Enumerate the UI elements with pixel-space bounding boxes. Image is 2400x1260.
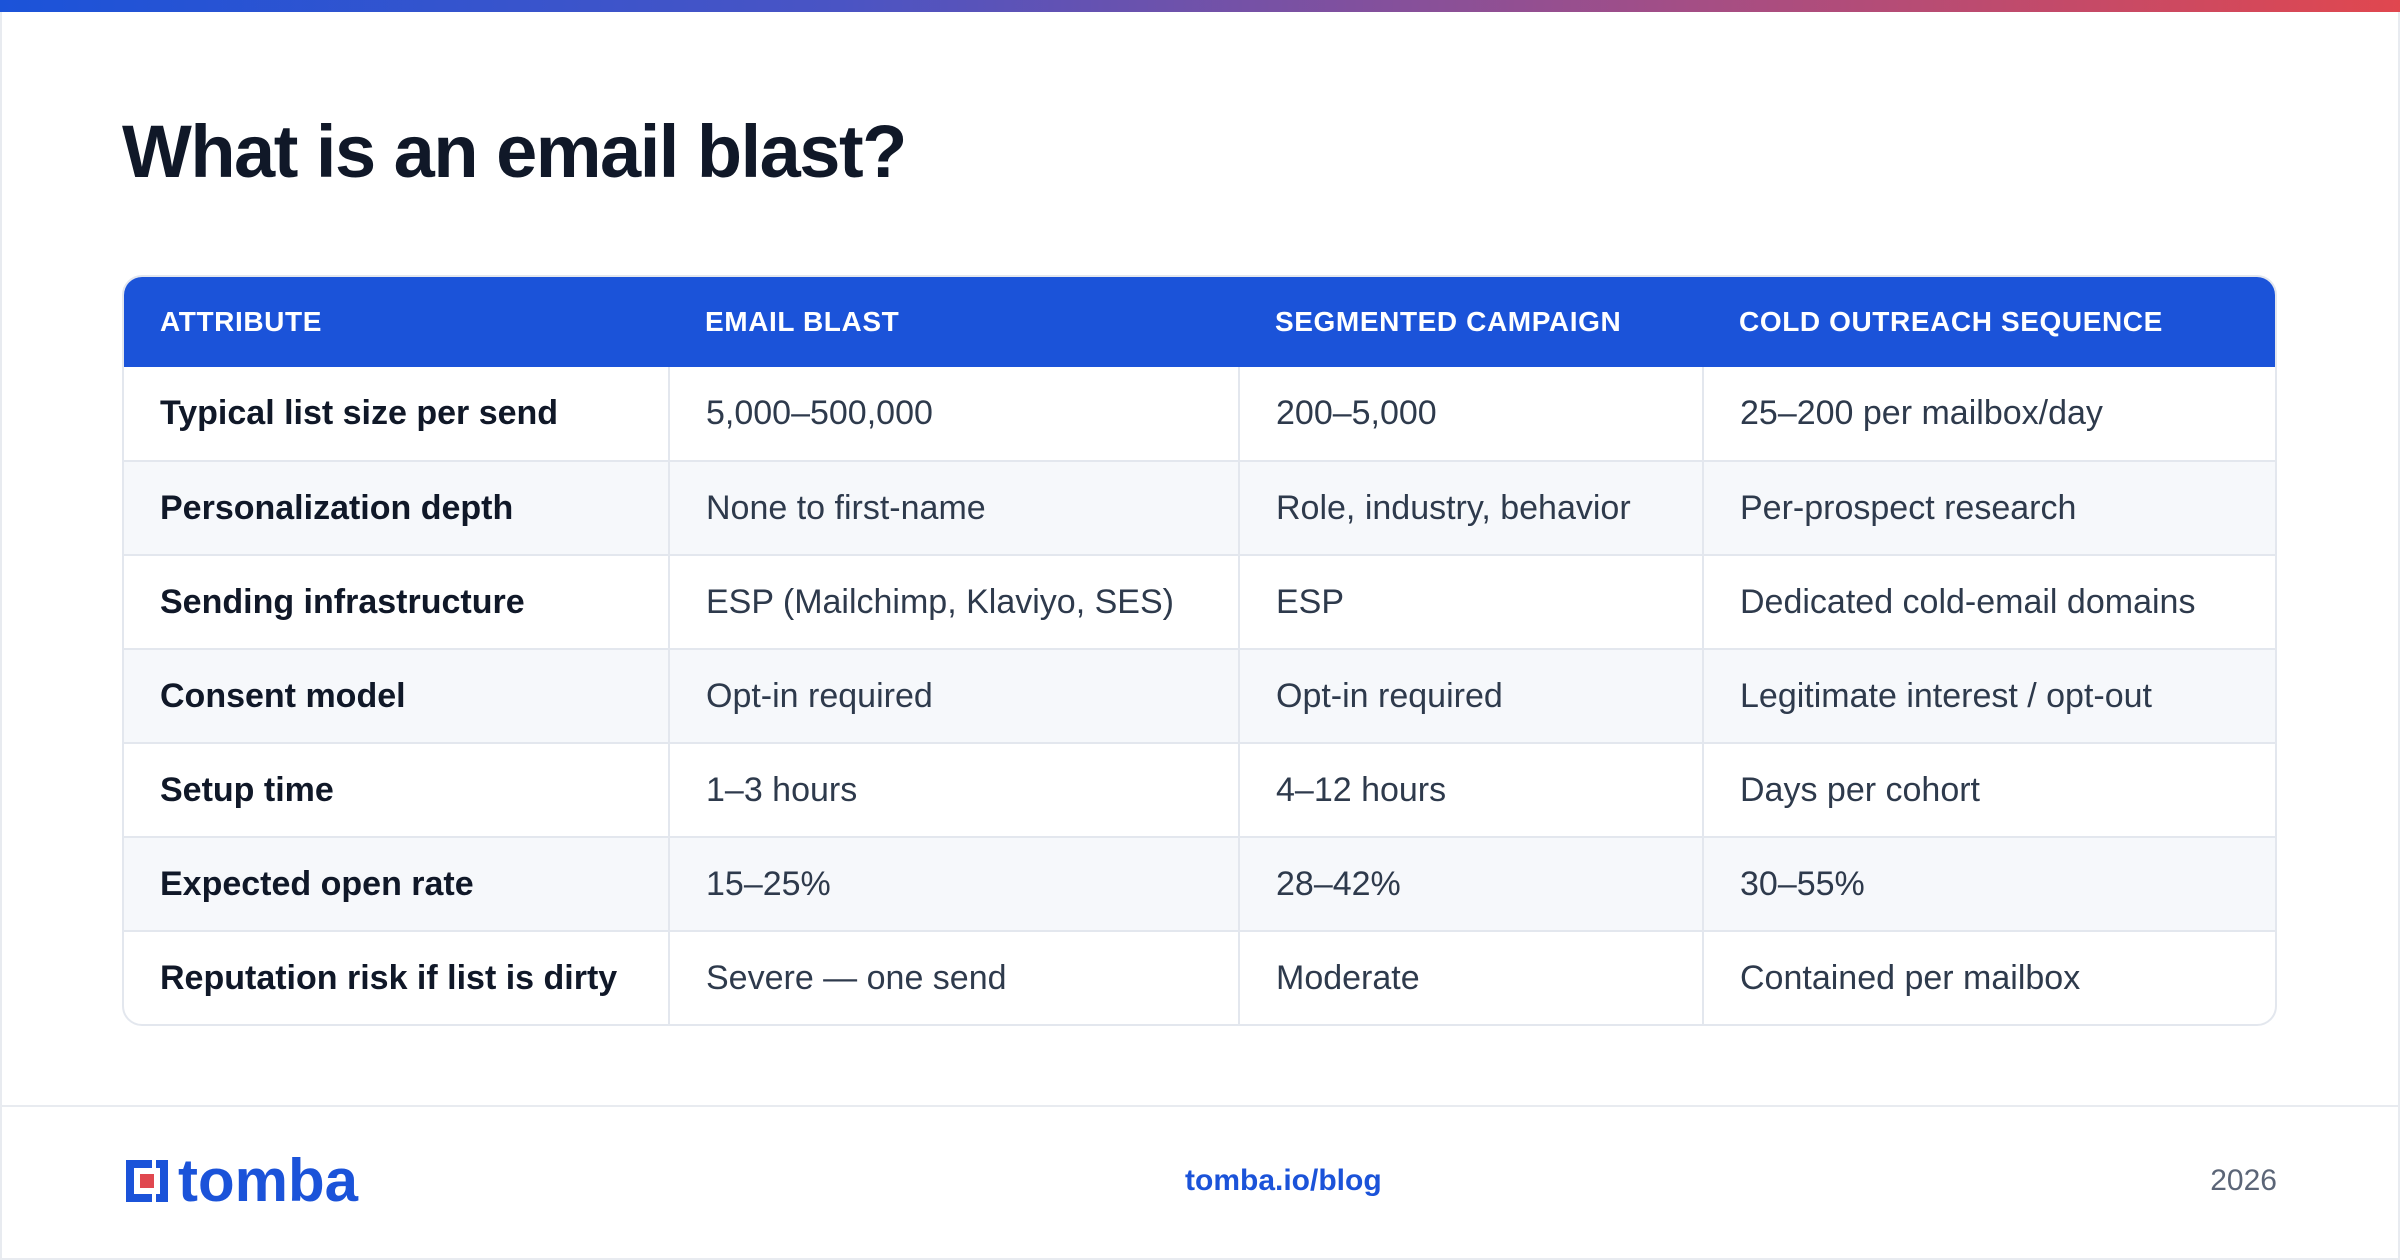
cell-segmented-campaign: Opt-in required bbox=[1238, 648, 1703, 743]
logo-text: tomba bbox=[178, 1147, 358, 1214]
header-segmented-campaign: SEGMENTED CAMPAIGN bbox=[1275, 306, 1622, 337]
cell-email-blast: ESP (Mailchimp, Klaviyo, SES) bbox=[668, 554, 1239, 649]
table-row: Sending infrastructure ESP (Mailchimp, K… bbox=[124, 554, 2275, 649]
cell-segmented-campaign: 4–12 hours bbox=[1238, 742, 1703, 837]
footer-year: 2026 bbox=[2210, 1164, 2277, 1197]
cell-cold-outreach: Per-prospect research bbox=[1702, 460, 2275, 555]
row-label: Typical list size per send bbox=[160, 394, 559, 432]
row-label: Sending infrastructure bbox=[124, 554, 669, 649]
cell-email-blast: 1–3 hours bbox=[668, 742, 1239, 837]
cell-email-blast: None to first-name bbox=[668, 460, 1239, 555]
row-label: Reputation risk if list is dirty bbox=[124, 930, 669, 1024]
cell-cold-outreach: 30–55% bbox=[1702, 836, 2275, 931]
cell-email-blast: 5,000–500,000 bbox=[668, 367, 1239, 461]
top-gradient-bar bbox=[0, 0, 2400, 12]
header-email-blast: EMAIL BLAST bbox=[705, 306, 900, 337]
cell-segmented-campaign: Moderate bbox=[1238, 930, 1703, 1024]
cell-email-blast: Severe — one send bbox=[668, 930, 1239, 1024]
header-cold-outreach-sequence: COLD OUTREACH SEQUENCE bbox=[1739, 306, 2163, 337]
cell-cold-outreach: Days per cohort bbox=[1702, 742, 2275, 837]
cell-cold-outreach: 25–200 per mailbox/day bbox=[1702, 367, 2275, 461]
header-attribute: ATTRIBUTE bbox=[160, 306, 322, 337]
tomba-logo[interactable]: tomba bbox=[122, 1147, 358, 1214]
cell-segmented-campaign: Role, industry, behavior bbox=[1238, 460, 1703, 555]
cell-cold-outreach: Dedicated cold-email domains bbox=[1702, 554, 2275, 649]
tomba-logo-icon bbox=[126, 1160, 168, 1202]
table-row: Reputation risk if list is dirty Severe … bbox=[124, 930, 2275, 1024]
page-title: What is an email blast? bbox=[122, 110, 907, 193]
table-row: Consent model Opt-in required Opt-in req… bbox=[124, 648, 2275, 743]
row-label: Consent model bbox=[124, 648, 669, 743]
table-row: Setup time 1–3 hours 4–12 hours Days per… bbox=[124, 742, 2275, 837]
table-row: Typical list size per send 5,000–500,000… bbox=[124, 367, 2275, 461]
blog-link[interactable]: tomba.io/blog bbox=[1185, 1164, 1382, 1197]
cell-email-blast: 15–25% bbox=[668, 836, 1239, 931]
footer-divider bbox=[0, 1105, 2400, 1107]
cell-segmented-campaign: 200–5,000 bbox=[1238, 367, 1703, 461]
row-label: Setup time bbox=[124, 742, 669, 837]
row-label: Personalization depth bbox=[124, 460, 669, 555]
row-label: Expected open rate bbox=[124, 836, 669, 931]
cell-segmented-campaign: ESP bbox=[1238, 554, 1703, 649]
comparison-table: ATTRIBUTE EMAIL BLAST SEGMENTED CAMPAIGN… bbox=[122, 275, 2277, 1026]
cell-cold-outreach: Contained per mailbox bbox=[1702, 930, 2275, 1024]
cell-email-blast: Opt-in required bbox=[668, 648, 1239, 743]
table-row: Expected open rate 15–25% 28–42% 30–55% bbox=[124, 836, 2275, 931]
table-header-row: ATTRIBUTE EMAIL BLAST SEGMENTED CAMPAIGN… bbox=[124, 277, 2275, 367]
cell-segmented-campaign: 28–42% bbox=[1238, 836, 1703, 931]
table-row: Personalization depth None to first-name… bbox=[124, 460, 2275, 555]
cell-cold-outreach: Legitimate interest / opt-out bbox=[1702, 648, 2275, 743]
